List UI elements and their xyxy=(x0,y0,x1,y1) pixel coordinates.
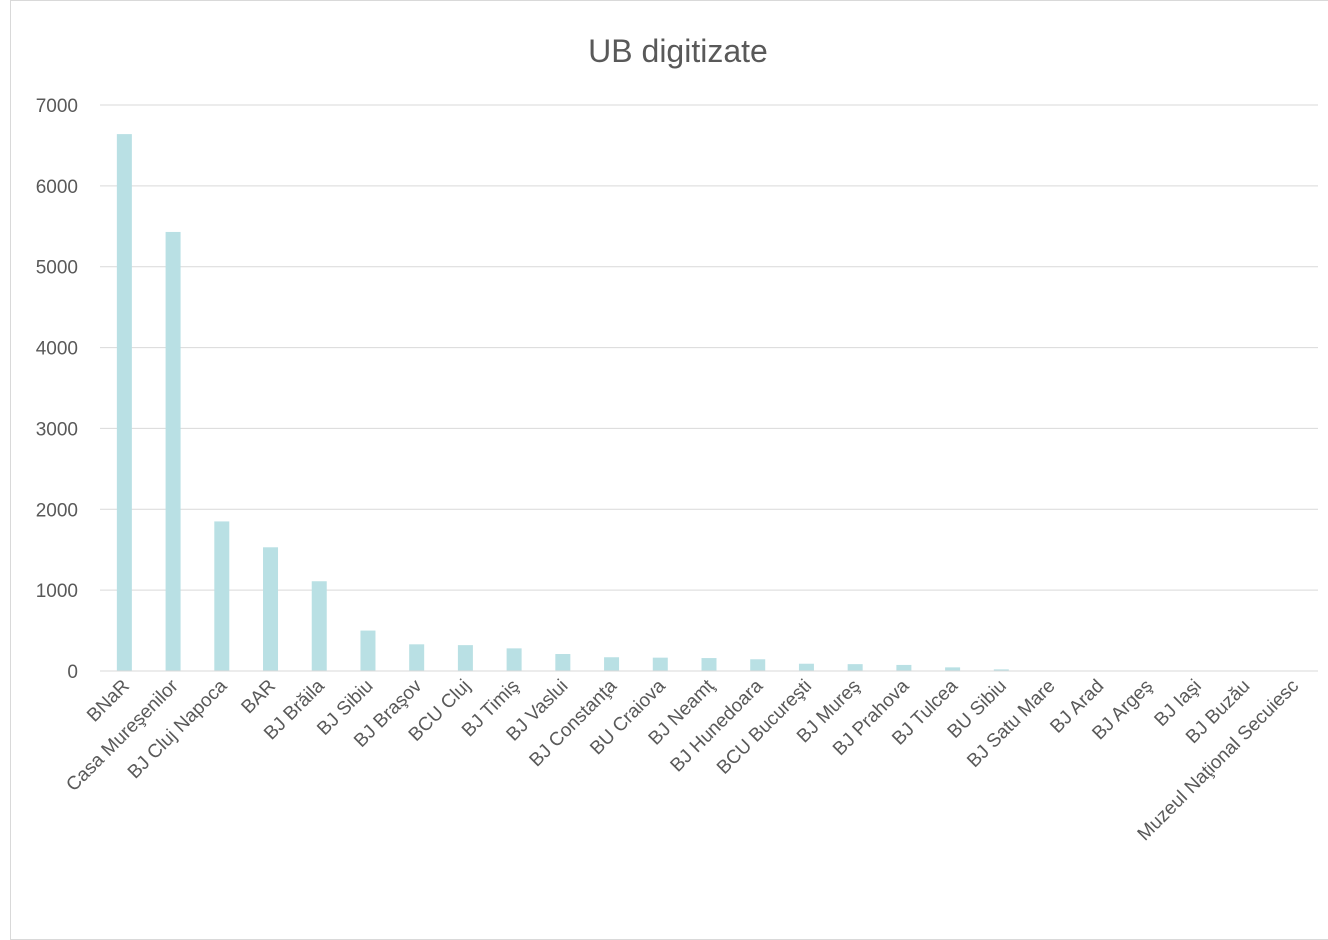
bar-chart: UB digitizate 0 1000 2000 3000 4000 5000 6000 7… xyxy=(0,0,1328,911)
bar xyxy=(458,645,473,671)
y-tick-label: 4000 xyxy=(36,339,78,360)
y-tick-label: 6000 xyxy=(36,177,78,198)
bar xyxy=(702,658,717,671)
bar xyxy=(945,667,960,671)
bar xyxy=(214,521,229,671)
bar xyxy=(750,659,765,671)
y-tick-label: 7000 xyxy=(36,96,78,117)
x-tick-label: BAR xyxy=(238,676,280,718)
bar xyxy=(360,631,375,671)
x-tick-label: BJ Satu Mare xyxy=(963,676,1059,772)
bar xyxy=(896,665,911,671)
bar xyxy=(799,664,814,671)
bar xyxy=(555,654,570,671)
bar xyxy=(409,644,424,671)
bar xyxy=(117,134,132,671)
bar xyxy=(166,232,181,671)
y-tick-label: 3000 xyxy=(36,419,78,440)
y-axis-ticks: 0 1000 2000 3000 4000 5000 6000 7000 xyxy=(36,96,78,683)
bar xyxy=(604,657,619,671)
bar xyxy=(263,547,278,671)
chart-title: UB digitizate xyxy=(588,33,768,69)
bar xyxy=(312,581,327,671)
y-tick-label: 0 xyxy=(67,662,78,683)
bar xyxy=(653,658,668,671)
y-tick-label: 1000 xyxy=(36,581,78,602)
bar xyxy=(848,664,863,671)
gridlines xyxy=(100,105,1318,590)
y-tick-label: 2000 xyxy=(36,500,78,521)
bar xyxy=(507,648,522,671)
y-tick-label: 5000 xyxy=(36,258,78,279)
